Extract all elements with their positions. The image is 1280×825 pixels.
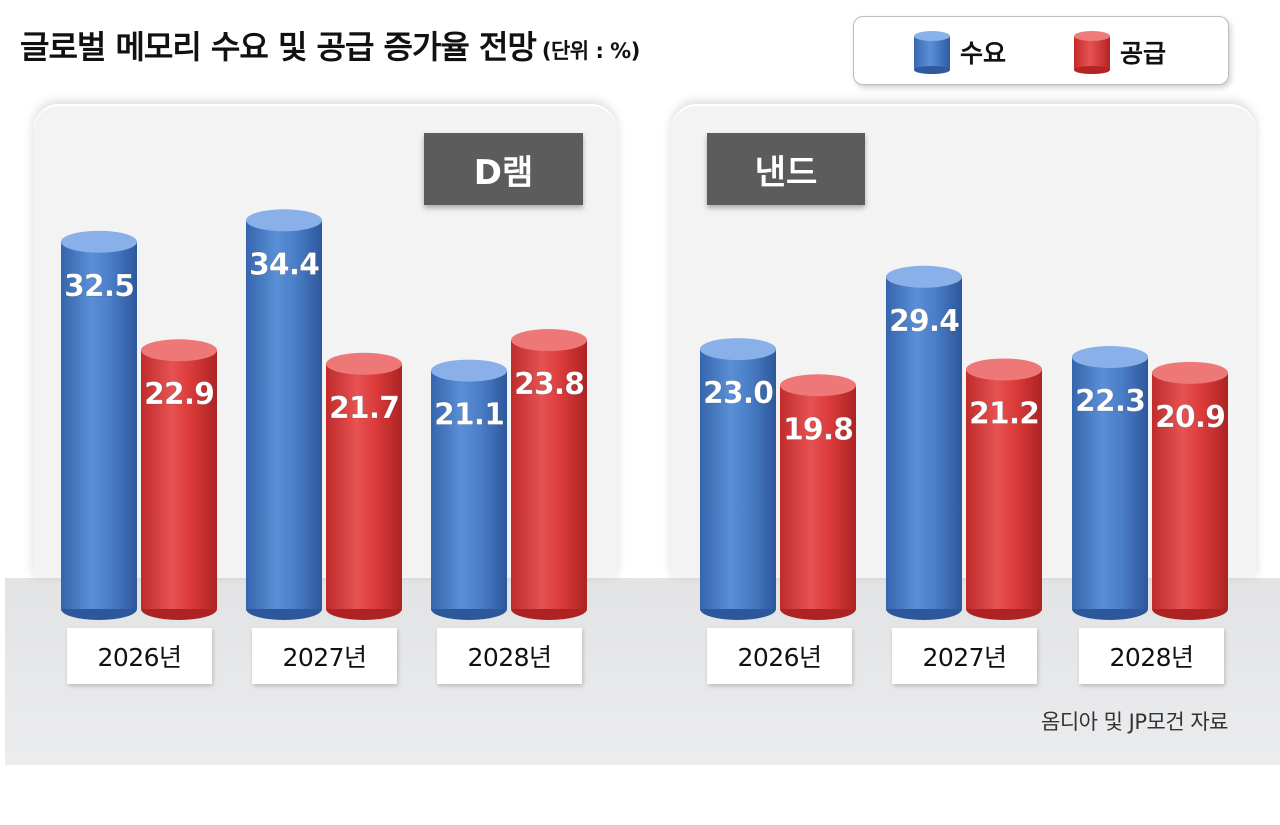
legend-supply-swatch <box>1074 31 1110 74</box>
chart-title: 글로벌 메모리 수요 및 공급 증가율 전망 <box>20 28 537 66</box>
dram-bar-supply-2027 <box>326 352 402 620</box>
nand-bar-demand-2026 <box>700 338 776 620</box>
nand-value-label-supply-2026: 19.8 <box>783 412 853 447</box>
dram-bar-demand-2027 <box>246 209 322 620</box>
dram-bar-supply-2028 <box>511 329 587 620</box>
source-note: 옴디아 및 JP모건 자료 <box>1041 710 1228 734</box>
nand-bar-demand-2027 <box>886 265 962 620</box>
nand-value-label-demand-2028: 22.3 <box>1075 384 1145 419</box>
legend-supply-label: 공급 <box>1120 39 1167 68</box>
chart-ground <box>5 578 1280 765</box>
nand-bar-demand-2028 <box>1072 346 1148 620</box>
nand-bar-supply-2028 <box>1152 361 1228 620</box>
legend-item-supply: 공급 <box>1072 30 1166 74</box>
dram-panel-title: D램 <box>424 133 583 205</box>
dram-bar-demand-2026 <box>61 230 137 620</box>
nand-bar-supply-2027 <box>966 358 1042 620</box>
legend-demand-label: 수요 <box>960 39 1007 68</box>
dram-value-label-supply-2028: 23.8 <box>514 367 584 402</box>
nand-value-label-supply-2027: 21.2 <box>969 396 1039 431</box>
nand-category-label-2028: 2028년 <box>1079 628 1224 684</box>
nand-value-label-demand-2026: 23.0 <box>703 376 773 411</box>
dram-value-label-demand-2026: 32.5 <box>64 269 134 304</box>
legend: 수요 공급 <box>853 16 1229 85</box>
nand-bar-supply-2026 <box>780 374 856 620</box>
nand-category-label-2027: 2027년 <box>892 628 1037 684</box>
unit-label: (단위 : %) <box>541 39 640 63</box>
nand-category-label-2026: 2026년 <box>707 628 852 684</box>
nand-value-label-demand-2027: 29.4 <box>889 304 959 339</box>
chart-title-block: 글로벌 메모리 수요 및 공급 증가율 전망 (단위 : %) <box>20 22 640 68</box>
dram-value-label-demand-2028: 21.1 <box>434 398 504 433</box>
dram-value-label-supply-2026: 22.9 <box>144 377 214 412</box>
dram-value-label-supply-2027: 21.7 <box>329 391 399 426</box>
dram-category-label-2027: 2027년 <box>252 628 397 684</box>
legend-demand-swatch <box>914 31 950 74</box>
dram-category-label-2028: 2028년 <box>437 628 582 684</box>
dram-bar-supply-2026 <box>141 339 217 620</box>
dram-category-label-2026: 2026년 <box>67 628 212 684</box>
nand-panel-title: 낸드 <box>707 133 865 205</box>
dram-bar-demand-2028 <box>431 359 507 620</box>
dram-value-label-demand-2027: 34.4 <box>249 247 319 282</box>
legend-item-demand: 수요 <box>912 30 1006 74</box>
nand-value-label-supply-2028: 20.9 <box>1155 400 1225 435</box>
